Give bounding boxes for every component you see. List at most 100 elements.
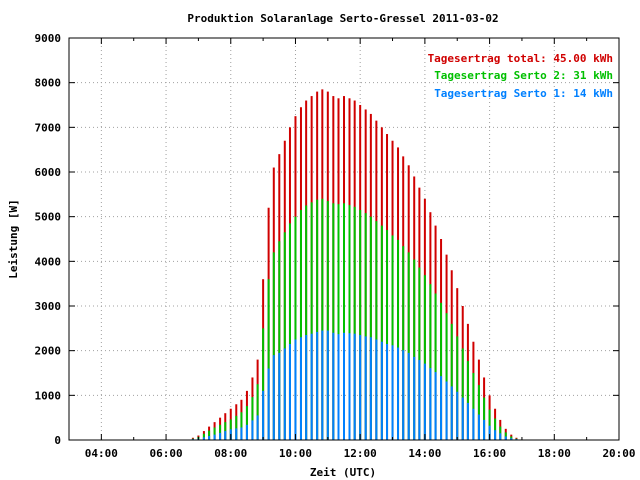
y-tick-label: 6000 bbox=[35, 166, 62, 179]
bar-serto1 bbox=[450, 386, 453, 440]
bar-serto2 bbox=[364, 213, 367, 440]
bar-serto2 bbox=[472, 373, 475, 440]
bar-serto1 bbox=[219, 432, 222, 440]
bar-serto1 bbox=[386, 343, 389, 440]
y-tick-label: 0 bbox=[54, 434, 61, 447]
bar-serto2 bbox=[466, 360, 469, 440]
bar-serto1 bbox=[445, 381, 448, 440]
bar-serto1 bbox=[418, 360, 421, 440]
x-tick-label: 08:00 bbox=[214, 447, 247, 460]
bar-serto1 bbox=[456, 391, 459, 440]
plot-frame bbox=[68, 37, 620, 441]
bar-serto2 bbox=[283, 232, 286, 440]
bar-serto1 bbox=[397, 347, 400, 440]
x-tick-label: 06:00 bbox=[149, 447, 182, 460]
bar-serto1 bbox=[488, 425, 491, 440]
bar-serto1 bbox=[256, 415, 259, 440]
bar-serto1 bbox=[402, 350, 405, 440]
y-tick-label: 5000 bbox=[35, 211, 62, 224]
y-tick-label: 8000 bbox=[35, 77, 62, 90]
x-tick-label: 18:00 bbox=[538, 447, 571, 460]
bar-serto1 bbox=[413, 356, 416, 440]
bar-serto1 bbox=[245, 424, 248, 440]
bar-serto1 bbox=[262, 390, 265, 440]
legend-entry-serto-1: Tagesertrag Serto 1: 14 kWh bbox=[434, 87, 613, 100]
bar-serto2 bbox=[278, 241, 281, 440]
bar-serto1 bbox=[288, 343, 291, 440]
y-tick-label: 3000 bbox=[35, 300, 62, 313]
bar-serto1 bbox=[359, 335, 362, 440]
bar-serto2 bbox=[407, 252, 410, 440]
bar-serto2 bbox=[369, 216, 372, 440]
bar-serto2 bbox=[343, 203, 345, 440]
bar-serto2 bbox=[262, 328, 265, 440]
x-tick-label: 12:00 bbox=[344, 447, 377, 460]
bar-serto2 bbox=[353, 206, 356, 440]
bar-serto2 bbox=[402, 246, 405, 440]
bar-serto2 bbox=[240, 412, 243, 440]
bar-serto1 bbox=[483, 419, 486, 440]
bar-serto2 bbox=[488, 409, 491, 440]
bar-serto2 bbox=[219, 424, 222, 440]
bar-serto2 bbox=[310, 202, 313, 440]
bar-serto2 bbox=[418, 267, 421, 440]
bar-serto2 bbox=[332, 203, 335, 440]
y-tick-label: 2000 bbox=[35, 345, 62, 358]
bar-serto2 bbox=[299, 209, 302, 440]
bar-serto1 bbox=[235, 428, 238, 440]
bar-serto2 bbox=[440, 302, 443, 440]
y-tick-label: 7000 bbox=[35, 121, 62, 134]
bar-serto2 bbox=[288, 223, 291, 440]
bar-serto2 bbox=[504, 432, 507, 440]
bar-serto1 bbox=[337, 334, 340, 440]
bar-serto1 bbox=[510, 438, 513, 440]
bar-serto1 bbox=[305, 335, 308, 440]
bar-serto1 bbox=[321, 330, 324, 440]
x-tick-label: 14:00 bbox=[408, 447, 441, 460]
bar-serto2 bbox=[337, 204, 340, 440]
y-tick-label: 9000 bbox=[35, 32, 62, 45]
legend: Tagesertrag total: 45.00 kWh Tagesertrag… bbox=[428, 52, 613, 100]
bar-serto1 bbox=[283, 348, 286, 440]
bar-serto1 bbox=[332, 332, 335, 440]
x-tick-label: 04:00 bbox=[85, 447, 118, 460]
bar-serto2 bbox=[423, 275, 426, 440]
bar-serto2 bbox=[326, 201, 329, 440]
bar-serto2 bbox=[208, 430, 211, 440]
bar-serto1 bbox=[466, 402, 469, 440]
x-axis-label: Zeit (UTC) bbox=[310, 466, 376, 479]
bar-serto1 bbox=[391, 345, 394, 440]
bar-serto2 bbox=[391, 235, 394, 440]
bar-serto1 bbox=[364, 336, 367, 440]
bar-serto1 bbox=[494, 430, 497, 440]
bar-serto1 bbox=[251, 420, 254, 440]
bar-serto2 bbox=[380, 225, 383, 440]
bar-serto2 bbox=[202, 433, 205, 440]
bar-serto1 bbox=[429, 368, 432, 440]
chart-title: Produktion Solaranlage Serto-Gressel 201… bbox=[187, 12, 498, 25]
bar-serto2 bbox=[397, 239, 400, 440]
bar-serto1 bbox=[369, 337, 372, 440]
bar-serto2 bbox=[294, 216, 297, 440]
bar-serto1 bbox=[380, 341, 383, 440]
bar-serto2 bbox=[272, 252, 275, 440]
bar-serto2 bbox=[494, 418, 497, 440]
bar-serto2 bbox=[245, 406, 248, 440]
bar-serto1 bbox=[240, 427, 243, 440]
x-tick-label: 20:00 bbox=[602, 447, 635, 460]
bar-serto2 bbox=[434, 293, 437, 440]
x-tick-label: 16:00 bbox=[473, 447, 506, 460]
bar-serto1 bbox=[213, 434, 216, 440]
y-axis-label: Leistung [W] bbox=[7, 199, 20, 278]
bar-serto2 bbox=[305, 205, 308, 440]
bar-serto1 bbox=[472, 408, 475, 440]
bar-serto2 bbox=[413, 259, 416, 440]
axis-ticks: 04:00 06:00 08:00 10:00 12:00 14:00 16:00 18:00… bbox=[35, 32, 636, 460]
bar-serto2 bbox=[477, 385, 480, 440]
bar-serto1 bbox=[440, 376, 443, 440]
bar-serto2 bbox=[359, 209, 362, 440]
bar-serto2 bbox=[456, 336, 459, 440]
bar-serto1 bbox=[267, 368, 270, 440]
